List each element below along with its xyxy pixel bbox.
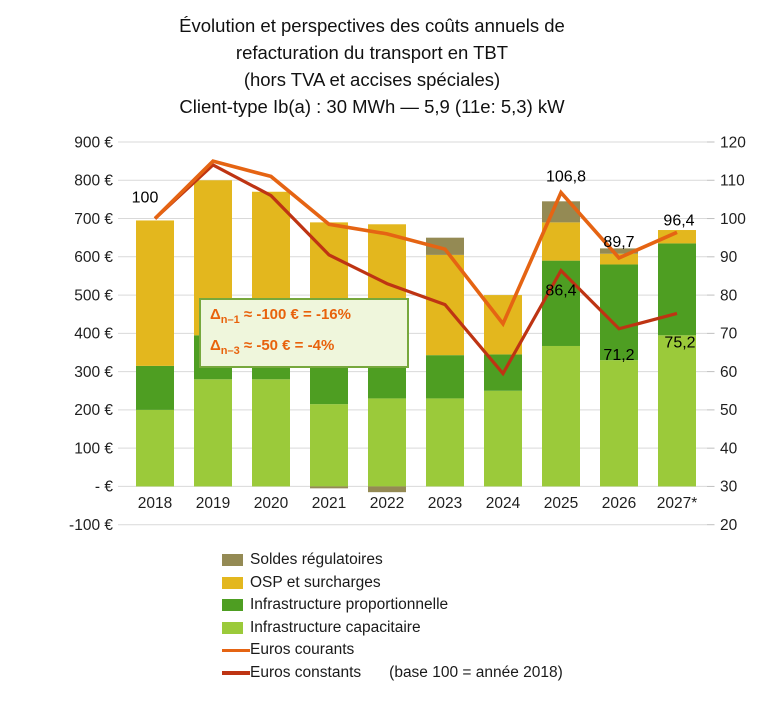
annotation-line-1: Δn–1 ≈ -100 € = -16% xyxy=(210,306,351,326)
legend-item-label: OSP et surcharges xyxy=(250,573,381,591)
legend-item-label: Euros constants xyxy=(250,663,362,681)
legend-item-infrastructure-capacitaire: Infrastructure capacitaire xyxy=(222,617,563,640)
bar-segment xyxy=(426,398,464,487)
left-axis-label: 100 € xyxy=(74,440,113,457)
title-line-3: (hors TVA et accises spéciales) xyxy=(243,69,501,90)
legend-item-osp-et-surcharges: OSP et surcharges xyxy=(222,572,563,595)
legend-swatch-icon xyxy=(222,621,250,634)
year-label: 2018 xyxy=(138,495,172,512)
bar-segment xyxy=(310,404,348,487)
point-label: 106,8 xyxy=(546,169,586,186)
bar-segment xyxy=(542,222,580,261)
bar-segment xyxy=(658,230,696,244)
legend-line-icon xyxy=(222,671,250,675)
legend-item-label: Euros courants xyxy=(250,641,355,659)
chart-title: Évolution et perspectives des coûts annu… xyxy=(0,12,744,120)
bar-segment xyxy=(368,398,406,487)
bar-segment xyxy=(542,345,580,487)
right-axis-label: 120 xyxy=(720,134,746,151)
bar-segment xyxy=(426,237,464,255)
bar-segment xyxy=(542,260,580,346)
right-axis-label: 100 xyxy=(720,211,746,228)
left-axis-label: 500 € xyxy=(74,287,113,304)
right-axis-label: 70 xyxy=(720,326,738,343)
right-axis-label: 30 xyxy=(720,479,738,496)
left-axis-label: 300 € xyxy=(74,364,113,381)
line-euros-courants xyxy=(153,159,678,328)
right-axis-label: 110 xyxy=(720,173,745,190)
year-label: 2022 xyxy=(370,495,404,512)
year-label: 2025 xyxy=(544,495,578,512)
bar-segment xyxy=(600,264,638,361)
legend-item-infrastructure-proportionnelle: Infrastructure proportionnelle xyxy=(222,594,563,617)
bar-segment xyxy=(252,379,290,487)
left-axis-label: 800 € xyxy=(74,173,113,190)
point-label: 89,7 xyxy=(603,234,634,251)
legend-line-icon xyxy=(222,648,250,652)
year-label: 2020 xyxy=(254,495,289,512)
annotation-line-2: Δn–3 ≈ -50 € = -4% xyxy=(210,337,335,357)
legend-swatch-icon xyxy=(222,599,250,612)
left-axis-label: 400 € xyxy=(74,326,113,343)
bar-segment xyxy=(658,335,696,487)
legend-note: (base 100 = année 2018) xyxy=(389,663,563,681)
bar-segment xyxy=(368,486,406,493)
right-axis-label: 50 xyxy=(720,402,738,419)
bar-segment xyxy=(484,390,522,487)
right-axis-label: 40 xyxy=(720,440,738,457)
legend-item-euros-courants: Euros courants xyxy=(222,639,563,662)
bar-segment xyxy=(310,486,348,489)
delta-annotation-box: Δn–1 ≈ -100 € = -16% Δn–3 ≈ -50 € = -4% xyxy=(199,298,409,368)
year-label: 2019 xyxy=(196,495,230,512)
bar-segment xyxy=(136,365,174,410)
point-label: 96,4 xyxy=(663,212,694,229)
legend-item-label: Infrastructure proportionnelle xyxy=(250,596,449,614)
year-label: 2027* xyxy=(657,495,698,512)
bar-segment xyxy=(136,220,174,366)
right-axis-label: 20 xyxy=(720,517,738,534)
left-axis-label: 600 € xyxy=(74,249,113,266)
left-axis-label: 900 € xyxy=(74,134,113,151)
bar-segment xyxy=(426,355,464,399)
bar-segment xyxy=(136,409,174,487)
year-label: 2021 xyxy=(312,495,346,512)
bar-segment xyxy=(600,248,638,254)
point-label: 100 xyxy=(132,190,159,207)
year-label: 2026 xyxy=(602,495,636,512)
point-label: 86,4 xyxy=(545,283,576,300)
point-label: 71,2 xyxy=(603,347,634,364)
year-label: 2023 xyxy=(428,495,462,512)
bar-segment xyxy=(310,367,348,405)
right-axis-label: 60 xyxy=(720,364,738,381)
bar-segment xyxy=(194,379,232,487)
legend-item-euros-constants: Euros constants (base 100 = année 2018) xyxy=(222,662,563,685)
left-axis-label: -100 € xyxy=(69,517,113,534)
bar-segment xyxy=(600,360,638,487)
legend-item-label: Soldes régulatoires xyxy=(250,551,383,569)
right-axis-label: 90 xyxy=(720,249,738,266)
legend-item-soldes-r-gulatoires: Soldes régulatoires xyxy=(222,549,563,572)
left-axis-label: 200 € xyxy=(74,402,113,419)
chart-legend: Soldes régulatoires OSP et surcharges Infr… xyxy=(222,549,563,684)
bar-segment xyxy=(658,243,696,336)
title-line-2: refacturation du transport en TBT xyxy=(235,42,509,63)
year-label: 2024 xyxy=(486,495,521,512)
title-line-4: Client-type Ib(a) : 30 MWh — 5,9 (11e: 5… xyxy=(179,96,565,117)
left-axis-label: - € xyxy=(95,479,113,496)
line-euros-constants xyxy=(153,163,678,377)
title-line-1: Évolution et perspectives des coûts annu… xyxy=(179,15,565,36)
point-label: 75,2 xyxy=(664,334,695,351)
left-axis-label: 700 € xyxy=(74,211,113,228)
right-axis-label: 80 xyxy=(720,287,738,304)
legend-swatch-icon xyxy=(222,576,250,589)
legend-item-label: Infrastructure capacitaire xyxy=(250,618,421,636)
legend-swatch-icon xyxy=(222,554,250,567)
